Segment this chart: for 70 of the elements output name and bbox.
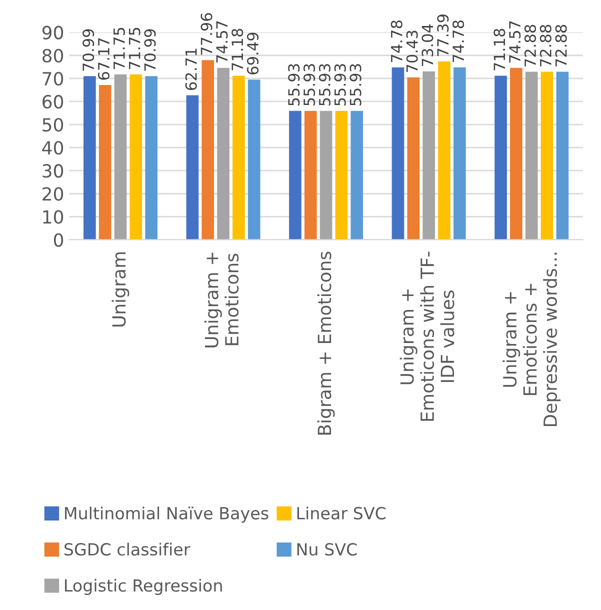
legend-label: Linear SVC	[297, 506, 386, 520]
x-tick-label: Unigram + Emoticons + Depressive words...	[502, 252, 561, 426]
y-tick-label: 50	[42, 118, 64, 132]
data-label: 71.18	[232, 28, 244, 70]
data-label: 74.78	[390, 20, 402, 62]
legend-label: Logistic Regression	[65, 578, 222, 595]
bar	[453, 67, 466, 240]
data-label: 74.78	[452, 20, 464, 62]
bar	[510, 68, 522, 240]
y-tick-label: 70	[42, 72, 64, 86]
x-tick-label: Unigram	[112, 252, 130, 326]
data-label: 55.93	[288, 64, 300, 106]
data-label: 77.39	[437, 14, 449, 56]
data-label: 55.93	[304, 64, 316, 106]
x-tick-label: Unigram + Emoticons	[204, 252, 239, 348]
data-label: 74.57	[216, 21, 228, 62]
bar	[350, 110, 364, 240]
bar	[98, 84, 112, 240]
bar	[186, 95, 199, 240]
data-label: 70.99	[82, 29, 94, 71]
data-label: 55.93	[334, 64, 346, 106]
y-tick-label: 20	[42, 187, 64, 201]
y-tick-label: 30	[42, 164, 64, 178]
y-tick-label: 80	[42, 48, 64, 62]
legend-label: SGDC classifier	[64, 542, 190, 556]
bar	[335, 110, 348, 240]
y-tick-label: 10	[43, 210, 64, 224]
legend-label: Multinomial Naïve Bayes	[65, 506, 268, 523]
bar	[217, 68, 230, 240]
data-label: 72.88	[540, 24, 552, 66]
bar	[145, 76, 158, 240]
bar	[248, 80, 260, 240]
y-tick-label: 40	[42, 141, 64, 155]
x-tick-label: Unigram + Emoticons with TF- IDF values	[400, 252, 454, 421]
data-label: 72.88	[555, 24, 567, 66]
bar	[232, 76, 245, 240]
bar	[130, 74, 142, 240]
bar	[438, 61, 450, 240]
data-label: 71.18	[494, 28, 506, 70]
data-label: 69.49	[246, 32, 259, 74]
data-label: 72.88	[524, 24, 536, 66]
bar	[114, 74, 127, 240]
data-label: 67.17	[98, 38, 110, 80]
bar	[407, 77, 420, 240]
bar	[202, 60, 214, 240]
data-label: 70.99	[144, 29, 156, 71]
data-label: 71.75	[114, 28, 125, 69]
bar	[422, 71, 435, 240]
data-label: 77.96	[200, 13, 212, 55]
y-tick-label: 60	[42, 94, 64, 109]
bar	[556, 72, 569, 240]
bar	[304, 110, 317, 240]
bar	[494, 76, 507, 240]
y-tick-label: 90	[42, 26, 64, 40]
x-tick-label: Bigram + Emoticons	[317, 252, 335, 435]
data-label: 55.93	[350, 64, 362, 106]
bar	[289, 110, 302, 240]
data-label: 70.43	[406, 30, 418, 72]
data-label: 74.57	[509, 21, 521, 62]
data-label: 55.93	[318, 64, 330, 106]
data-label: 73.04	[422, 24, 434, 66]
legend-label: Nu SVC	[297, 543, 357, 556]
data-label: 62.71	[185, 48, 197, 90]
bar	[525, 72, 538, 240]
bar	[540, 72, 554, 240]
y-tick-label: 0	[54, 233, 64, 247]
bar	[320, 110, 332, 240]
data-label: 71.75	[128, 28, 140, 69]
bar	[84, 76, 96, 240]
bar	[392, 67, 404, 240]
